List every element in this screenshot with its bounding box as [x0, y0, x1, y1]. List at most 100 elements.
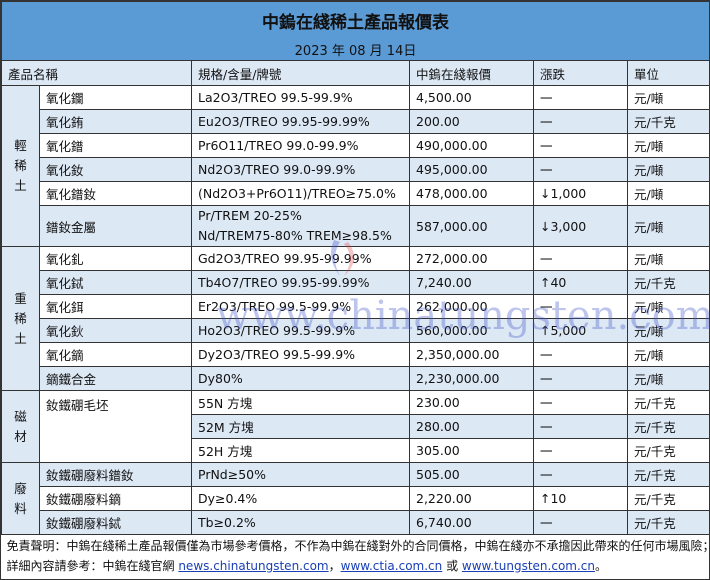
- price-change: ↑10: [533, 486, 628, 511]
- price-unit: 元/千克: [626, 390, 710, 415]
- price-unit: 元/噸: [626, 157, 710, 182]
- price-change: 一: [533, 342, 628, 367]
- product-spec: Dy2O3/TREO 99.5-99.9%: [191, 342, 410, 367]
- product-price: 272,000.00: [409, 246, 534, 271]
- product-name: 釹鐵硼廢料鋱: [39, 510, 192, 535]
- link-tungsten[interactable]: www.tungsten.com.cn: [461, 558, 595, 573]
- header-unit: 單位: [626, 60, 710, 86]
- product-spec: Nd2O3/TREO 99.0-99.9%: [191, 157, 410, 182]
- table-row: 氧化鉺 Er2O3/TREO 99.5-99.9% 262,000.00 一元/噸: [2, 294, 710, 319]
- product-price: 2,220.00: [409, 486, 534, 511]
- price-unit: 元/噸: [626, 246, 710, 271]
- product-spec: 52M 方塊: [191, 414, 410, 439]
- product-price: 2,350,000.00: [409, 342, 534, 367]
- price-change: 一: [533, 462, 628, 487]
- spec-line: Nd/TREM75-80% TREM≥98.5%: [198, 228, 392, 243]
- product-name: 氧化鏑: [39, 342, 192, 367]
- product-price: 587,000.00: [409, 205, 534, 247]
- product-spec: PrNd≥50%: [191, 462, 410, 487]
- table-row: 廢料釹鐵硼廢料鐠釹 PrNd≥50% 505.00 一元/千克: [1, 462, 710, 535]
- price-change: 一: [533, 510, 628, 535]
- product-name: 氧化釓: [39, 246, 192, 271]
- table-row: 氧化鏑 Dy2O3/TREO 99.5-99.9% 2,350,000.00 一元/噸: [2, 342, 710, 367]
- price-unit: 元/噸: [626, 205, 710, 247]
- product-price: 490,000.00: [409, 133, 534, 158]
- product-name: 氧化銪: [39, 109, 192, 134]
- price-change: 一: [533, 157, 628, 182]
- product-price: 7,240.00: [409, 270, 534, 295]
- reference-line: 詳細內容請參考：中鎢在綫官網 news.chinatungsten.com，ww…: [2, 555, 710, 575]
- product-spec: Tb4O7/TREO 99.95-99.99%: [191, 270, 410, 295]
- product-spec: La2O3/TREO 99.5-99.9%: [191, 85, 410, 110]
- price-change: ↓3,000: [533, 205, 628, 247]
- table-row: 氧化鐠釹 (Nd2O3+Pr6O11)/TREO≥75.0% 478,000.00 ↓…: [2, 181, 710, 206]
- product-price: 262,000.00: [409, 294, 534, 319]
- table-row: 重稀土氧化釓 Gd2O3/TREO 99.95-99.99% 272,000.00 一…: [1, 246, 710, 391]
- product-price: 4,500.00: [409, 85, 534, 110]
- price-change: 一: [533, 246, 628, 271]
- group-label: 廢料: [1, 462, 40, 535]
- header-spec: 規格/含量/牌號: [191, 60, 410, 86]
- table-row: 釹鐵硼廢料鏑 Dy≥0.4% 2,220.00 ↑10 元/千克: [2, 486, 710, 511]
- product-price: 495,000.00: [409, 157, 534, 182]
- product-name: 氧化鉺: [39, 294, 192, 319]
- product-price: 505.00: [409, 462, 534, 487]
- product-spec: (Nd2O3+Pr6O11)/TREO≥75.0%: [191, 181, 410, 206]
- product-spec: Ho2O3/TREO 99.5-99.9%: [191, 318, 410, 343]
- price-unit: 元/千克: [626, 414, 710, 439]
- table-row: 氧化銪 Eu2O3/TREO 99.95-99.99% 200.00 一元/千克: [2, 109, 710, 134]
- product-price: 200.00: [409, 109, 534, 134]
- table-title: 中鎢在綫稀土產品報價表: [0, 1, 710, 38]
- price-change: 一: [533, 109, 628, 134]
- product-price: 560,000.00: [409, 318, 534, 343]
- product-name: 氧化鈥: [39, 318, 192, 343]
- product-name: 氧化鑭: [39, 85, 192, 110]
- spec-line: Pr/TREM 20-25%: [198, 208, 302, 223]
- table-row: 磁材釹鐵硼毛坯 55N 方塊 230.00 一元/千克: [1, 390, 710, 463]
- disclaimer-text: 免責聲明：中鎢在綫稀土產品報價僅為市場參考價格，不作為中鎢在綫對外的合同價格，中…: [1, 534, 710, 555]
- product-name: 鐠釹金屬: [39, 205, 192, 247]
- price-unit: 元/千克: [626, 438, 710, 463]
- separator: ，: [328, 558, 341, 573]
- product-spec: 52H 方塊: [191, 438, 410, 463]
- price-unit: 元/噸: [626, 181, 710, 206]
- or-text: 或: [442, 558, 462, 573]
- price-change: 一: [533, 85, 628, 110]
- product-price: 230.00: [409, 390, 534, 415]
- product-spec: Pr/TREM 20-25% Nd/TREM75-80% TREM≥98.5%: [191, 205, 410, 247]
- price-change: 一: [533, 294, 628, 319]
- price-unit: 元/噸: [626, 318, 710, 343]
- product-spec: 55N 方塊: [191, 390, 410, 415]
- group-label: 磁材: [1, 390, 40, 463]
- link-ctia[interactable]: www.ctia.com.cn: [340, 558, 443, 573]
- price-change: ↑40: [533, 270, 628, 295]
- table-row: 輕稀土氧化鑭 La2O3/TREO 99.5-99.9% 4,500.00 一元/噸: [1, 85, 710, 247]
- price-change: 一: [533, 366, 628, 391]
- product-spec: Gd2O3/TREO 99.95-99.99%: [191, 246, 410, 271]
- price-unit: 元/噸: [626, 85, 710, 110]
- link-news-chinatungsten[interactable]: news.chinatungsten.com: [178, 558, 329, 573]
- reference-label: 詳細內容請參考：中鎢在綫官網: [6, 558, 179, 573]
- product-name: 釹鐵硼廢料鏑: [39, 486, 192, 511]
- product-spec: Er2O3/TREO 99.5-99.9%: [191, 294, 410, 319]
- header-product: 產品名稱: [1, 60, 192, 86]
- product-spec: Eu2O3/TREO 99.95-99.99%: [191, 109, 410, 134]
- price-change: ↓1,000: [533, 181, 628, 206]
- price-unit: 元/噸: [626, 366, 710, 391]
- table-row: 氧化鈥 Ho2O3/TREO 99.5-99.9% 560,000.00 ↑5,000…: [2, 318, 710, 343]
- product-name: 釹鐵硼毛坯: [39, 390, 192, 463]
- price-unit: 元/噸: [626, 342, 710, 367]
- product-price: 305.00: [409, 438, 534, 463]
- price-unit: 元/千克: [626, 109, 710, 134]
- product-name: 氧化鐠釹: [39, 181, 192, 206]
- table-row: 52H 方塊 305.00 一元/千克: [2, 438, 710, 463]
- price-unit: 元/千克: [626, 270, 710, 295]
- product-name: 氧化鋱: [39, 270, 192, 295]
- product-price: 478,000.00: [409, 181, 534, 206]
- price-change: 一: [533, 390, 628, 415]
- table-row: 氧化釹 Nd2O3/TREO 99.0-99.9% 495,000.00 一元/噸: [2, 157, 710, 182]
- product-name: 釹鐵硼廢料鐠釹: [39, 462, 192, 487]
- table-row: 釹鐵硼廢料鋱 Tb≥0.2% 6,740.00 一元/千克: [2, 510, 710, 535]
